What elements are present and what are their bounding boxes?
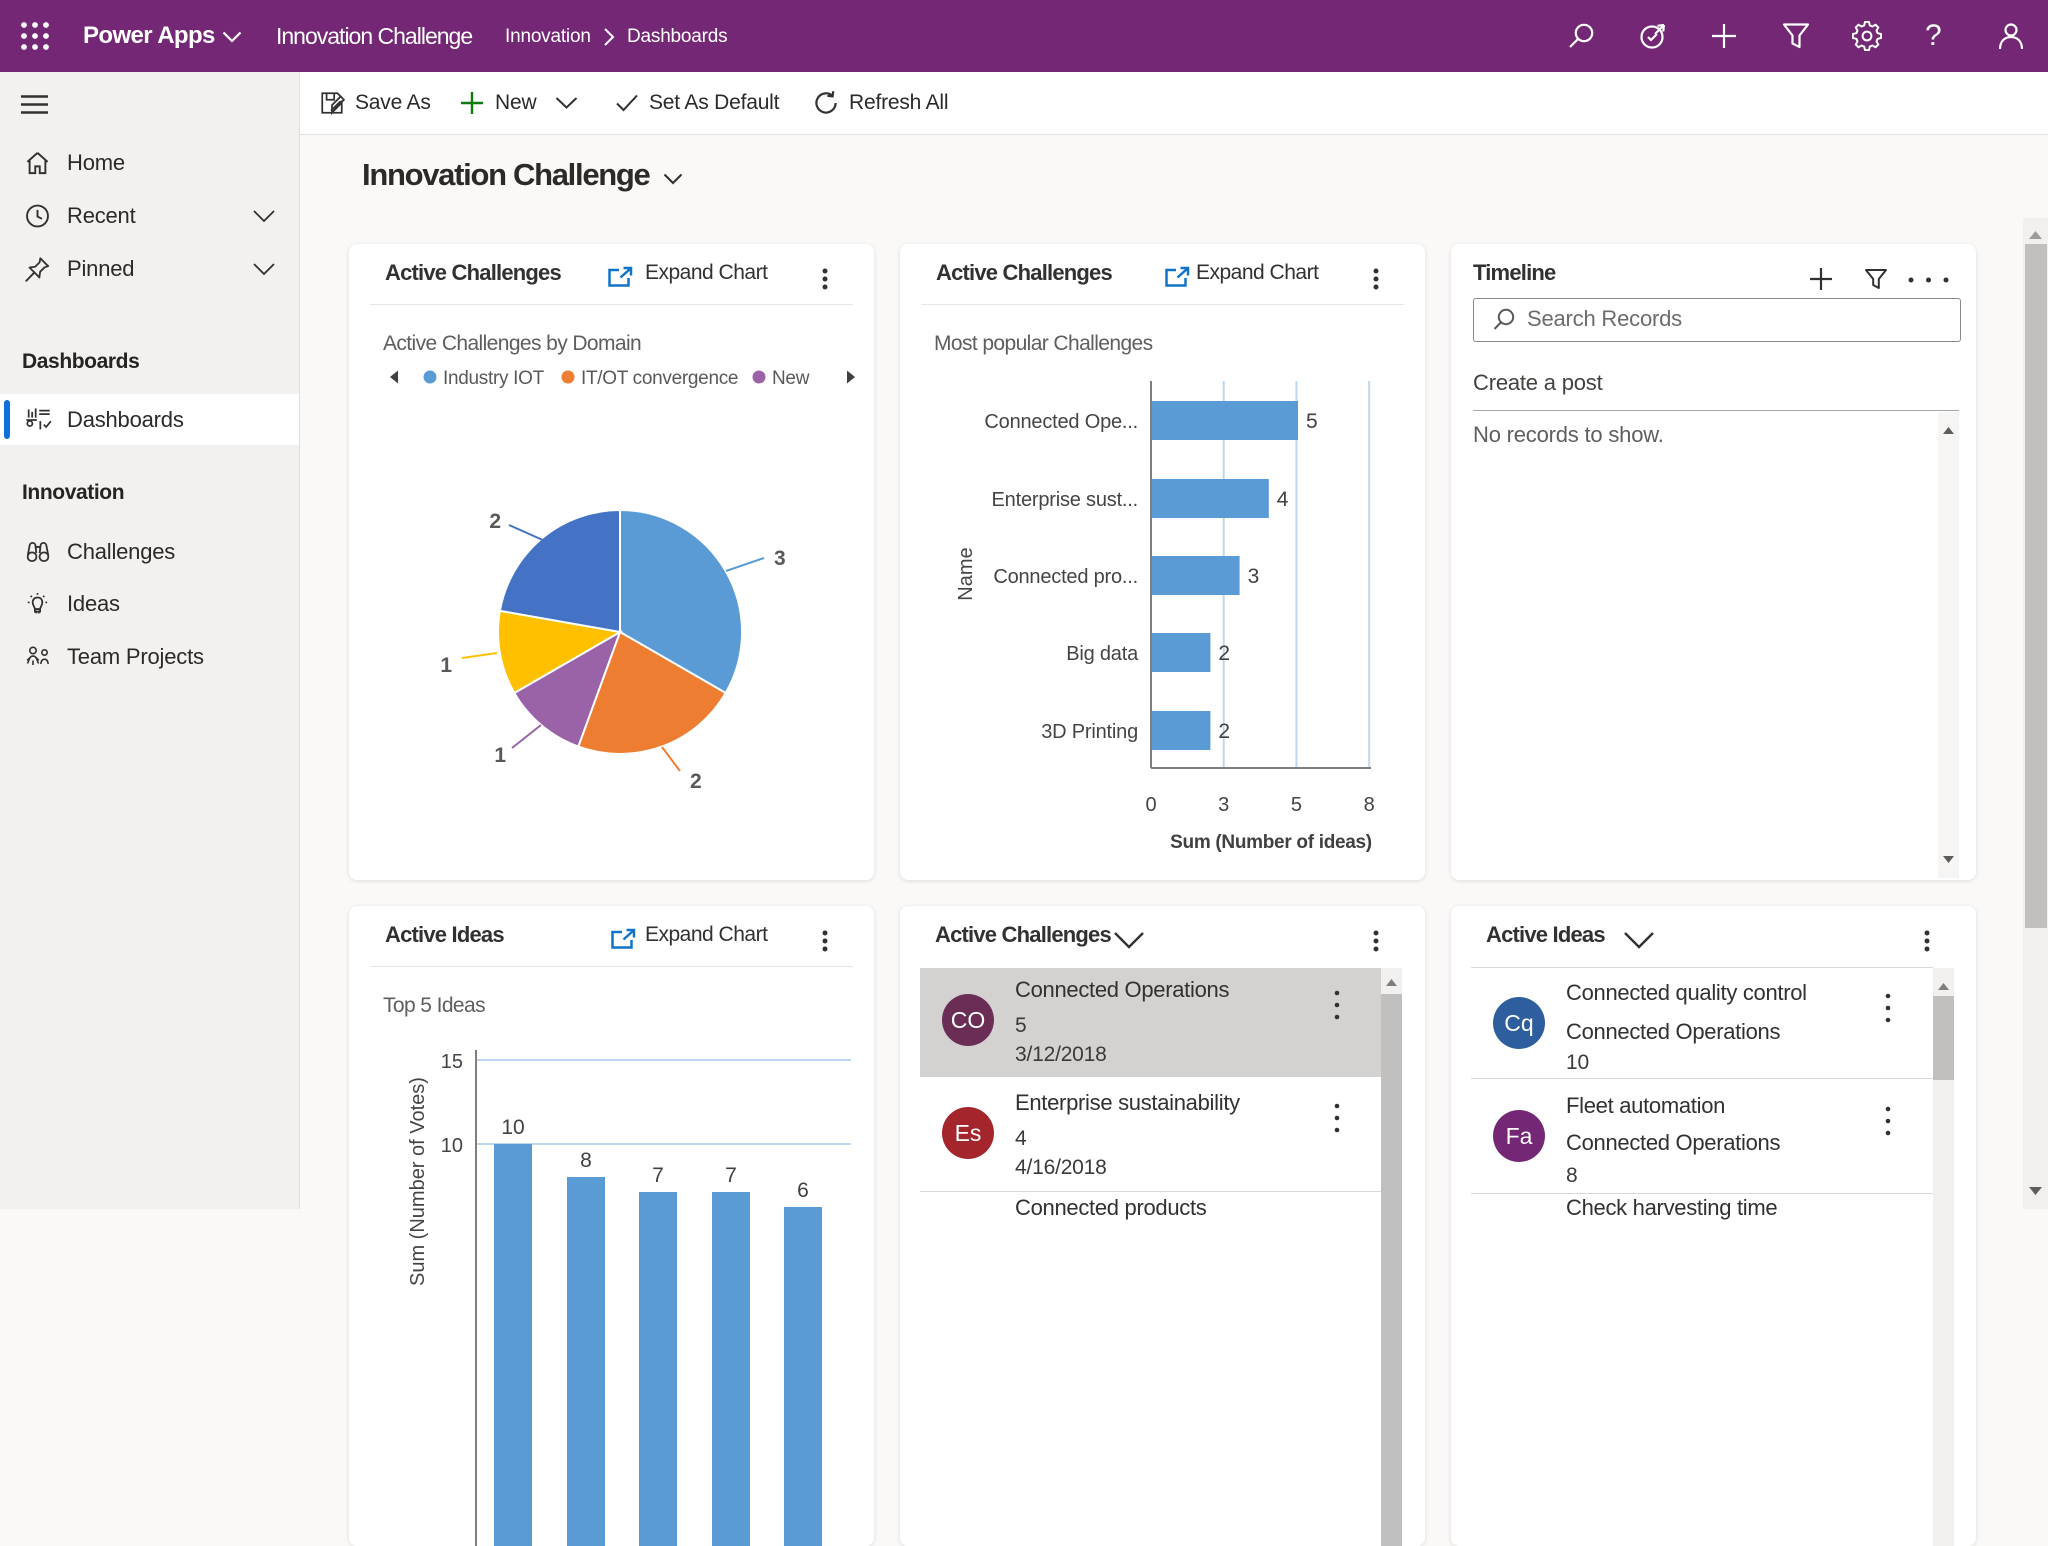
svg-text:15: 15 [441,1051,463,1073]
svg-text:7: 7 [652,1164,664,1187]
svg-text:2: 2 [690,770,702,793]
svg-text:Enterprise sust...: Enterprise sust... [992,489,1138,511]
svg-text:10: 10 [501,1116,524,1139]
svg-text:3: 3 [1218,794,1229,816]
svg-text:2: 2 [489,510,501,533]
svg-text:Connected pro...: Connected pro... [993,566,1138,588]
svg-text:7: 7 [725,1164,737,1187]
svg-text:8: 8 [580,1149,592,1172]
svg-text:Sum (Number of ideas): Sum (Number of ideas) [1170,832,1372,853]
svg-text:0: 0 [1145,794,1156,816]
svg-text:IT/OT convergence: IT/OT convergence [581,368,738,388]
svg-text:10: 10 [441,1135,463,1157]
svg-text:3D Printing: 3D Printing [1041,721,1138,743]
svg-text:Connected Ope...: Connected Ope... [984,411,1138,433]
svg-text:1: 1 [440,654,452,677]
svg-text:2: 2 [1218,642,1230,665]
svg-text:6: 6 [797,1179,809,1202]
svg-text:1: 1 [494,744,506,767]
svg-text:Name: Name [955,547,977,600]
svg-text:Sum (Number of Votes): Sum (Number of Votes) [407,1077,429,1286]
svg-text:Industry IOT: Industry IOT [443,368,545,388]
svg-text:5: 5 [1291,794,1302,816]
svg-text:3: 3 [774,547,786,570]
svg-text:8: 8 [1364,794,1375,816]
svg-text:New: New [772,368,810,388]
svg-text:3: 3 [1248,565,1260,588]
svg-text:4: 4 [1277,488,1289,511]
svg-text:Big data: Big data [1066,643,1139,665]
svg-text:5: 5 [1306,410,1318,433]
svg-text:2: 2 [1218,720,1230,743]
